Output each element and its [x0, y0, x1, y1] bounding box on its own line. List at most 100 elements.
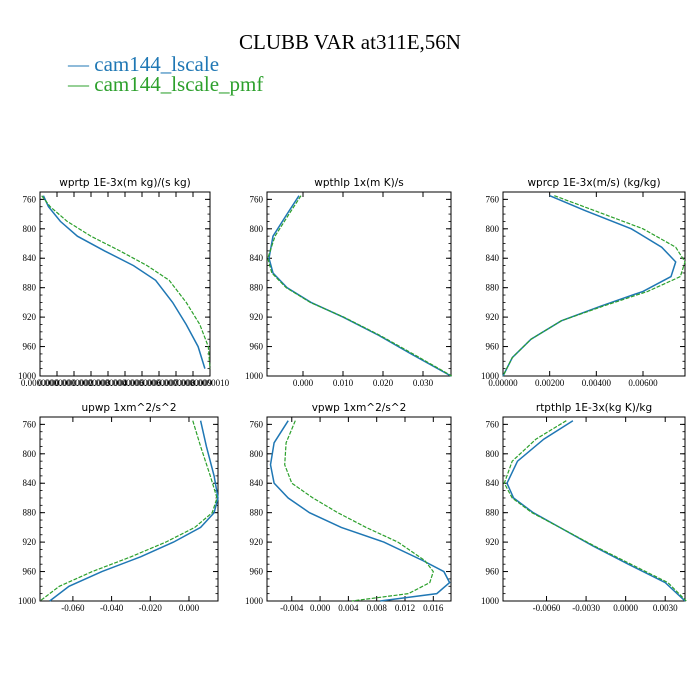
x-tick-label: 0.012	[395, 603, 415, 613]
y-tick-label: 960	[250, 567, 264, 577]
panel-frame	[502, 191, 686, 377]
panel-title: upwp 1xm^2/s^2	[82, 402, 177, 414]
y-tick-label: 1000	[18, 371, 37, 381]
legend-line-symbol: —	[68, 52, 95, 76]
y-tick-label: 800	[250, 224, 264, 234]
x-tick-label: 0.016	[423, 603, 444, 613]
y-tick-label: 800	[486, 224, 500, 234]
x-tick-label: 0.000	[310, 603, 331, 613]
chart-panel-3: wprcp 1E-3x(m/s) (kg/kg) 760 800 840 880 920 9…	[481, 177, 686, 388]
series-line-lscale-pmf	[41, 195, 211, 369]
y-tick-label: 960	[23, 342, 37, 352]
chart-panel-5: vpwp 1xm^2/s^2 760 800 840 880 920 960 1000 -0.0…	[245, 402, 452, 613]
x-tick-label: -0.060	[61, 603, 85, 613]
x-tick-label: 0.020	[373, 378, 394, 388]
panel-title: wprcp 1E-3x(m/s) (kg/kg)	[527, 177, 660, 189]
series-line-lscale-pmf	[39, 420, 218, 602]
y-tick-label: 920	[486, 312, 500, 322]
series-line-lscale-pmf	[502, 195, 686, 377]
y-tick-label: 760	[486, 419, 500, 429]
y-tick-label: 840	[250, 253, 264, 263]
y-tick-label: 1000	[245, 596, 264, 606]
y-tick-label: 880	[486, 283, 500, 293]
y-tick-label: 760	[486, 194, 500, 204]
y-tick-label: 760	[23, 419, 37, 429]
series-line-lscale-pmf	[267, 195, 453, 377]
panel-frame	[39, 416, 219, 602]
series-line-lscale	[268, 195, 452, 377]
y-tick-label: 840	[23, 253, 37, 263]
y-tick-label: 960	[250, 342, 264, 352]
x-tick-label: 0.0000000	[21, 378, 60, 388]
x-tick-label: 0.004	[338, 603, 359, 613]
y-tick-label: 920	[250, 312, 264, 322]
legend-line-symbol: —	[68, 72, 95, 96]
chart-panel-1: wprtp 1E-3x(m kg)/(s kg) 760 800 840 880 920 9…	[18, 177, 230, 388]
x-tick-label: -0.0060	[533, 603, 561, 613]
y-tick-label: 760	[23, 194, 37, 204]
y-tick-label: 960	[486, 567, 500, 577]
chart-panel-6: rtpthlp 1E-3x(kg K)/kg 760 800 840 880 920 960…	[481, 402, 687, 613]
x-tick-label: 0.0000009	[174, 378, 213, 388]
legend-label-lscale-pmf: cam144_lscale_pmf	[94, 72, 264, 96]
series-line-lscale-pmf	[284, 420, 434, 602]
series-line-lscale	[502, 195, 677, 377]
y-tick-label: 840	[23, 478, 37, 488]
y-tick-label: 880	[250, 508, 264, 518]
x-tick-label: 0.030	[413, 378, 434, 388]
x-tick-label: 0.0030	[653, 603, 678, 613]
chart-panel-4: upwp 1xm^2/s^2 760 800 840 880 920 960 1000 -0.0…	[18, 402, 219, 613]
x-tick-label: 0.00200	[535, 378, 565, 388]
y-tick-label: 920	[486, 537, 500, 547]
y-tick-label: 1000	[18, 596, 37, 606]
y-tick-label: 800	[486, 449, 500, 459]
x-tick-label: 0.00400	[582, 378, 612, 388]
y-tick-label: 920	[23, 537, 37, 547]
panel-title: wprtp 1E-3x(m kg)/(s kg)	[59, 177, 190, 189]
series-line-lscale	[49, 420, 219, 602]
y-tick-label: 1000	[245, 371, 264, 381]
x-tick-label: 0.00600	[628, 378, 658, 388]
y-tick-label: 760	[250, 419, 264, 429]
panel-frame	[502, 416, 686, 602]
x-tick-label: 0.00000	[488, 378, 518, 388]
y-tick-label: 880	[23, 283, 37, 293]
x-tick-label: -0.004	[280, 603, 304, 613]
y-tick-label: 800	[250, 449, 264, 459]
y-tick-label: 920	[250, 537, 264, 547]
series-line-lscale	[269, 420, 451, 602]
panel-frame	[266, 416, 452, 602]
y-tick-label: 960	[486, 342, 500, 352]
panel-title: vpwp 1xm^2/s^2	[312, 402, 407, 414]
x-tick-label: 0.0000006	[123, 378, 162, 388]
x-tick-label: 0.0000	[613, 603, 638, 613]
x-tick-label: 0.0000002	[55, 378, 93, 388]
y-tick-label: 880	[486, 508, 500, 518]
x-tick-label: 0.0000003	[72, 378, 111, 388]
y-tick-label: 1000	[481, 371, 500, 381]
legend-entry-lscale: — cam144_lscale	[68, 52, 219, 77]
y-tick-label: 840	[486, 253, 500, 263]
series-line-lscale	[506, 420, 686, 602]
series-line-lscale-pmf	[503, 420, 687, 602]
y-tick-label: 1000	[481, 596, 500, 606]
x-tick-label: 0.0000004	[89, 378, 128, 388]
figure-title: CLUBB VAR at311E,56N	[239, 30, 461, 54]
x-tick-label: 0.0000008	[157, 378, 196, 388]
legend-entry-lscale-pmf: — cam144_lscale_pmf	[68, 72, 263, 97]
y-tick-label: 880	[23, 508, 37, 518]
y-tick-label: 840	[250, 478, 264, 488]
x-tick-label: 0.0000010	[191, 378, 230, 388]
x-tick-label: 0.0000001	[38, 378, 76, 388]
x-tick-label: -0.040	[100, 603, 124, 613]
y-tick-label: 840	[486, 478, 500, 488]
panel-title: rtpthlp 1E-3x(kg K)/kg	[536, 402, 652, 414]
y-tick-label: 960	[23, 567, 37, 577]
x-tick-label: -0.0030	[572, 603, 600, 613]
panel-title: wpthlp 1x(m K)/s	[314, 177, 404, 189]
series-line-lscale	[42, 195, 206, 369]
x-tick-label: -0.020	[139, 603, 163, 613]
y-tick-label: 880	[250, 283, 264, 293]
panel-frame	[266, 191, 452, 377]
